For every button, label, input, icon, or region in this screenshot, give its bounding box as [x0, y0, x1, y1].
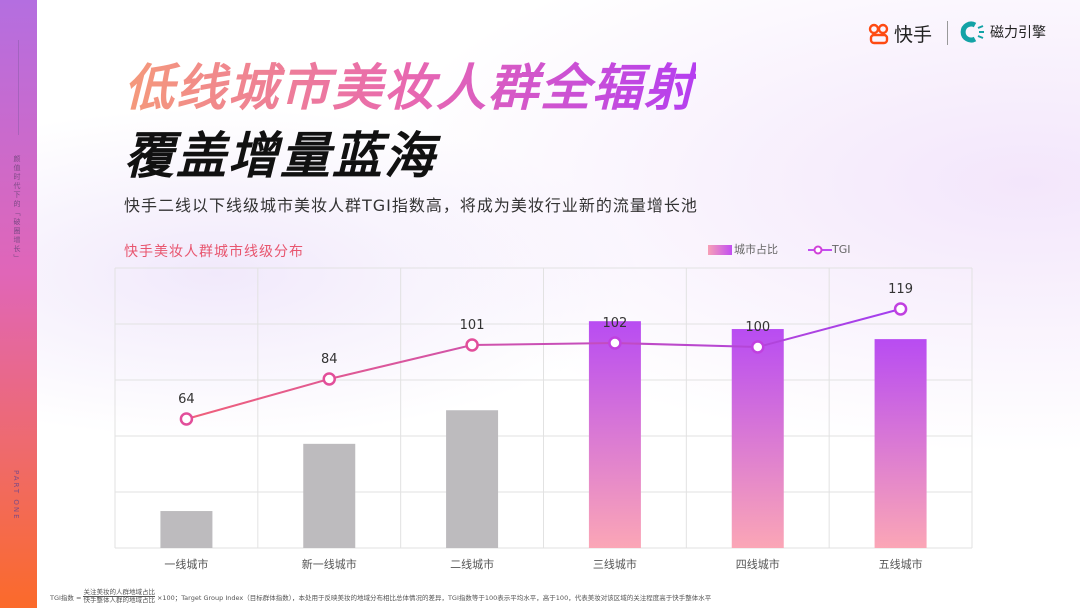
bar-2 — [303, 443, 356, 548]
tgi-point — [322, 372, 336, 386]
tgi-data-label: 102 — [603, 316, 628, 331]
footnote-text: ×100；Target Group Index（目标群体指数），本处用于反映美妆… — [156, 593, 712, 602]
divider — [18, 40, 19, 135]
chart-legend: 城市占比 TGI — [708, 241, 851, 257]
x-tick-label: 三线城市 — [593, 557, 637, 571]
legend-item-tgi: TGI — [808, 243, 851, 256]
cili-icon — [960, 21, 984, 43]
legend-item-share: 城市占比 — [708, 241, 778, 257]
formula-denominator: 快手整体人群的地域占比 — [83, 596, 155, 604]
kuaishou-text: 快手 — [894, 24, 933, 46]
tgi-formula: 关注美妆的人群地域占比 快手整体人群的地域占比 — [83, 589, 155, 604]
subtitle: 快手二线以下线级城市美妆人群TGI指数高，将成为美妆行业新的流量增长池 — [124, 196, 698, 215]
tgi-data-label: 64 — [178, 392, 195, 407]
tgi-point — [893, 302, 908, 316]
x-tick-label: 二线城市 — [450, 557, 494, 571]
bar-swatch-icon — [708, 245, 732, 255]
tgi-data-label: 101 — [460, 318, 485, 333]
x-tick-label: 新一线城市 — [302, 557, 357, 571]
x-tick-label: 一线城市 — [164, 557, 208, 571]
bar-6 — [874, 339, 927, 548]
page-title: 低线城市美妆人群全辐射 — [124, 48, 696, 120]
cili-logo: 磁力引擎 — [960, 20, 1046, 44]
cili-text: 磁力引擎 — [990, 25, 1046, 41]
chart-title: 快手美妆人群城市线级分布 — [124, 244, 304, 260]
tgi-data-label: 84 — [321, 352, 338, 367]
legend-label: TGI — [832, 242, 851, 256]
x-tick-label: 五线城市 — [879, 557, 923, 571]
kuaishou-icon — [868, 23, 889, 44]
tgi-data-label: 100 — [745, 320, 770, 335]
bar-4 — [588, 321, 641, 548]
side-section-title: 颜值时代下的「破圈增长」 — [13, 155, 21, 263]
tgi-point — [608, 336, 622, 350]
kuaishou-logo: 快手 — [868, 20, 932, 47]
bar-5 — [731, 329, 784, 548]
page-title-line2: 覆盖增量蓝海 — [124, 127, 436, 185]
tgi-point — [179, 412, 194, 426]
tgi-point — [465, 338, 479, 352]
legend-label: 城市占比 — [734, 243, 778, 256]
formula-numerator: 关注美妆的人群地域占比 — [83, 588, 155, 597]
tgi-point — [751, 340, 765, 354]
tgi-line — [186, 308, 901, 420]
line-swatch-icon — [808, 245, 832, 254]
side-strip: 颜值时代下的「破圈增长」 PART ONE — [0, 0, 37, 608]
logo-divider — [947, 21, 948, 45]
x-tick-label: 四线城市 — [736, 557, 780, 571]
footnote: TGI指数 = 关注美妆的人群地域占比 快手整体人群的地域占比 ×100；Targ… — [50, 589, 711, 604]
part-label: PART ONE — [12, 470, 20, 521]
tgi-data-label: 119 — [888, 282, 913, 297]
footnote-label: TGI指数 = — [50, 593, 82, 602]
bar-1 — [160, 511, 213, 548]
bar-3 — [446, 410, 499, 548]
